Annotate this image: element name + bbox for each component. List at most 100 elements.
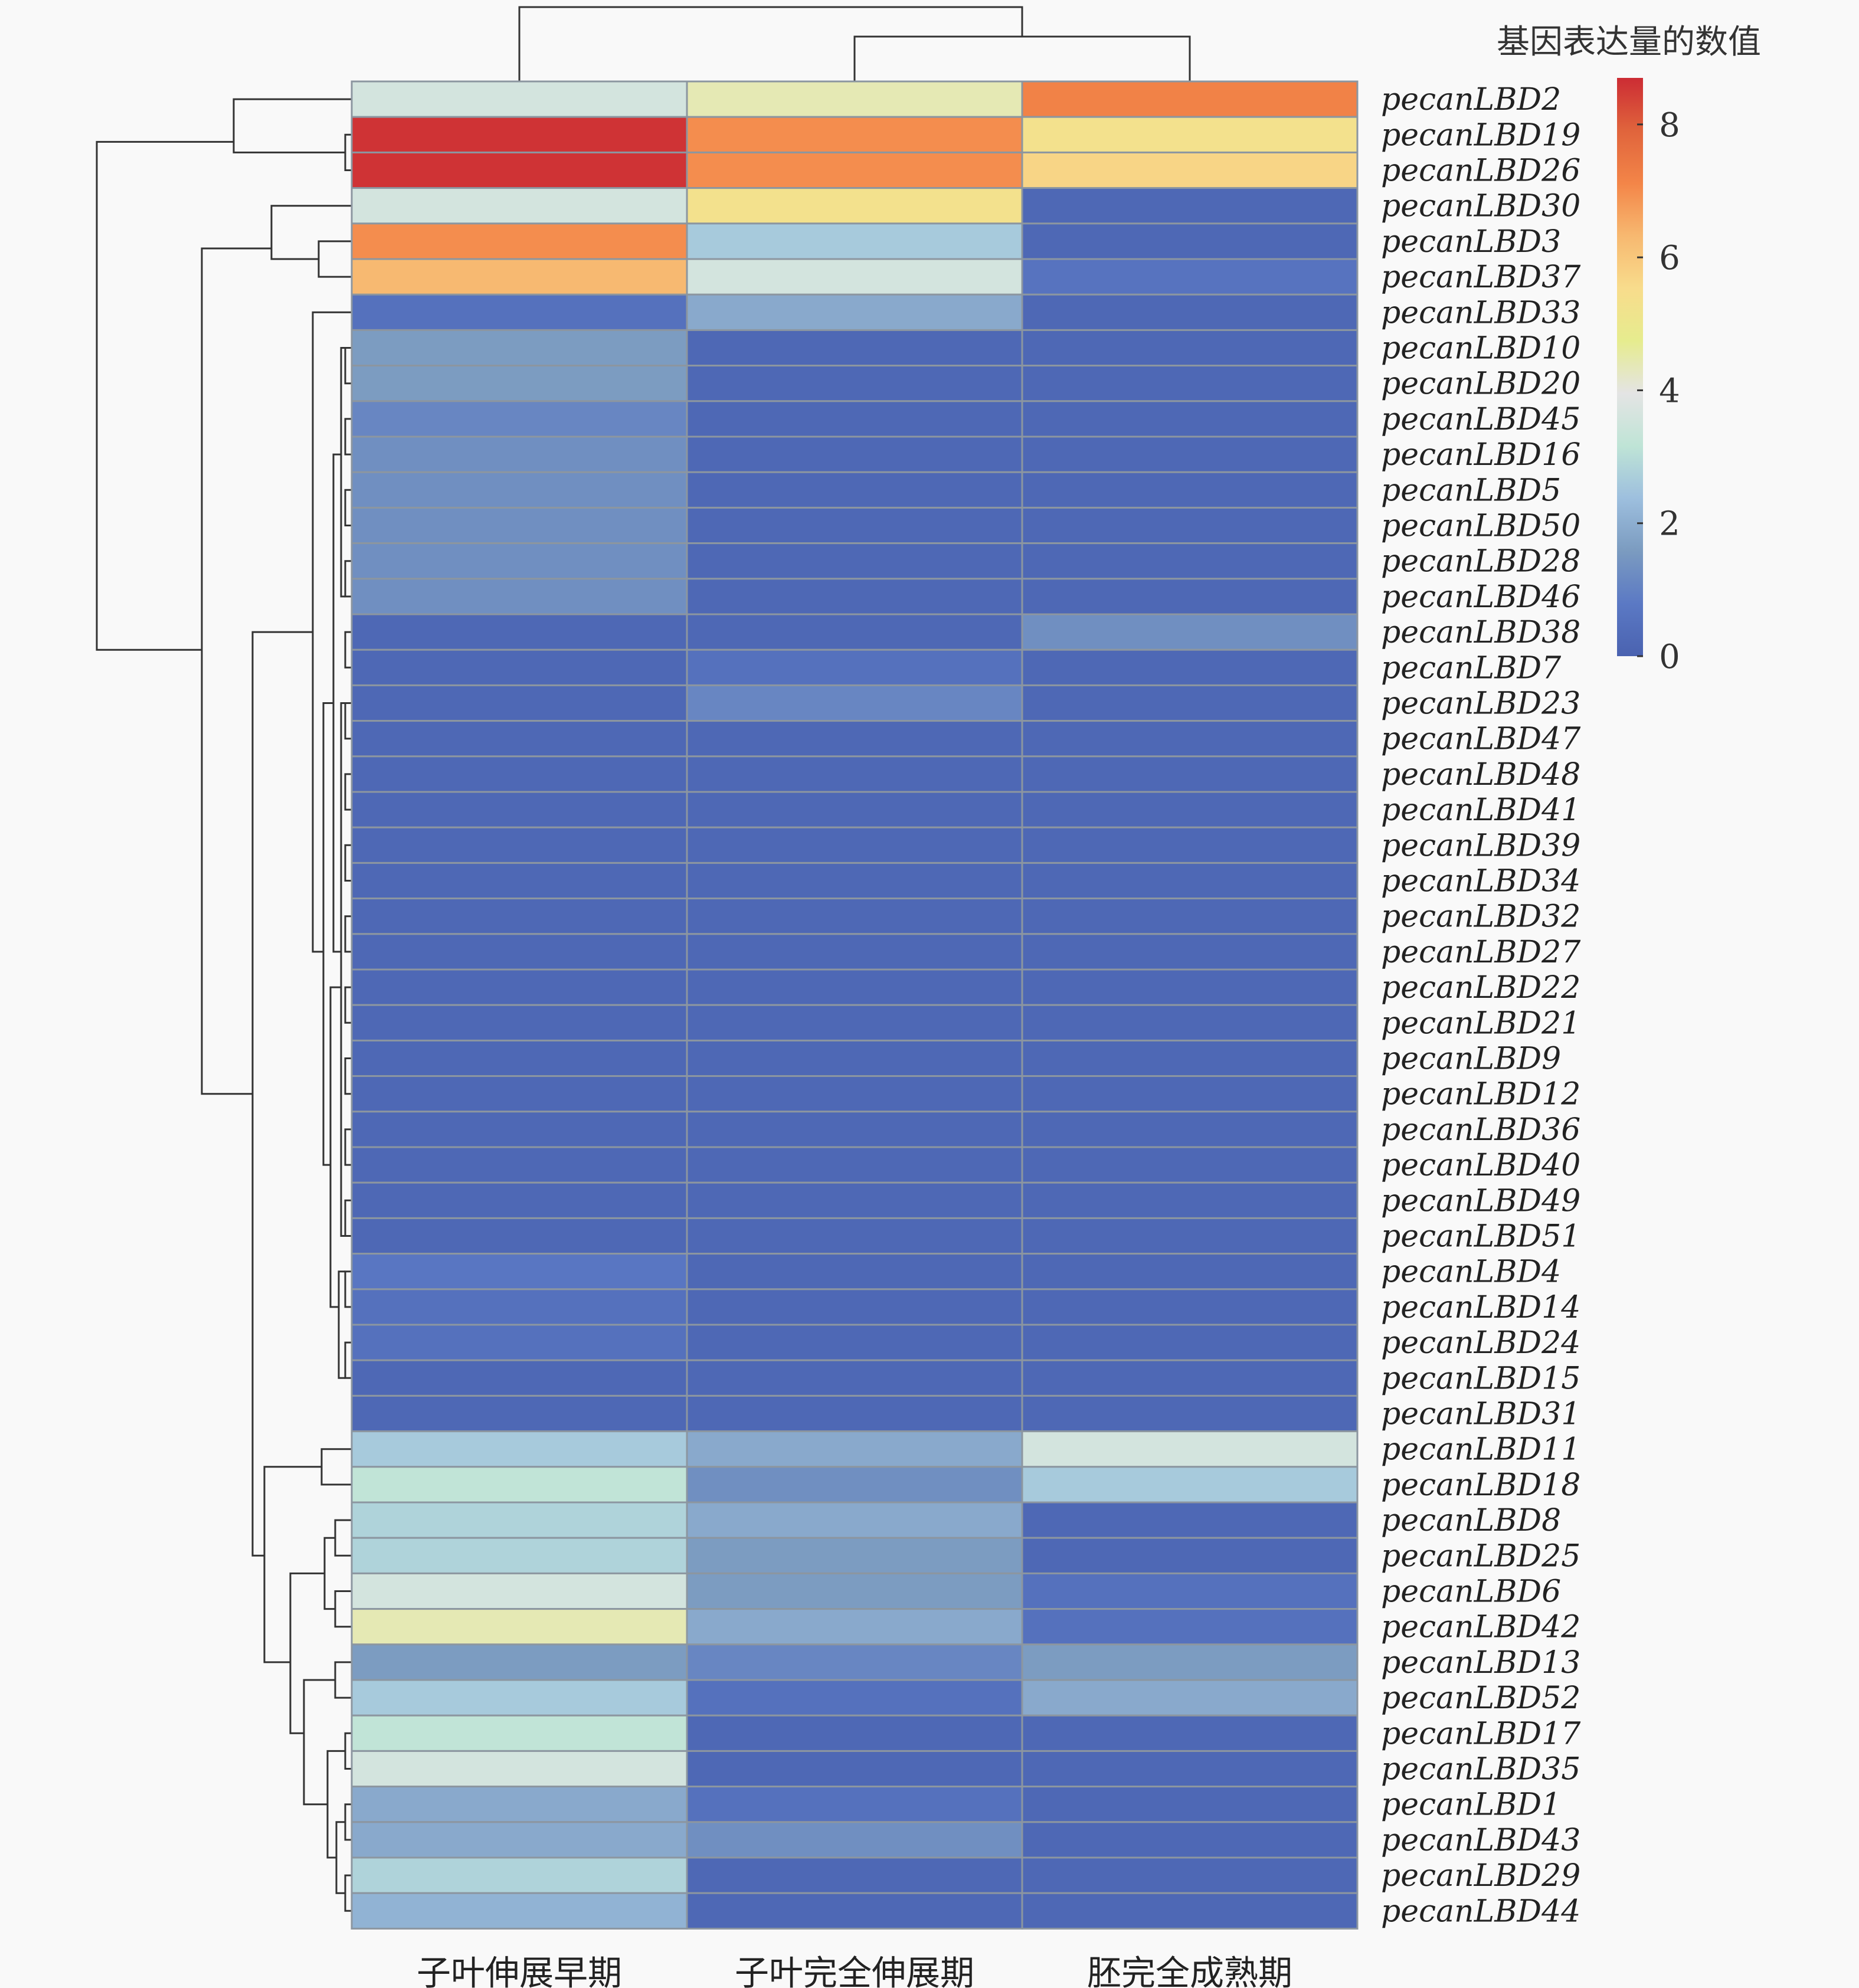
heatmap-cell: [1021, 1466, 1359, 1504]
heatmap-cell: [686, 898, 1023, 935]
heatmap-cell: [351, 116, 688, 153]
heatmap-cell: [1021, 968, 1359, 1006]
row-label: pecanLBD33: [1381, 295, 1580, 330]
heatmap-cell: [686, 1892, 1023, 1930]
row-dendrogram-branch: [344, 915, 352, 953]
heatmap-cell: [686, 80, 1023, 118]
row-dendrogram-branch: [344, 1732, 352, 1770]
heatmap-cell: [686, 1004, 1023, 1042]
heatmap-cell: [351, 1821, 688, 1859]
heatmap-cell: [1021, 187, 1359, 225]
row-dendrogram-branch: [318, 240, 352, 278]
row-dendrogram-branch: [340, 347, 345, 598]
heatmap-cell: [351, 1288, 688, 1326]
column-label: 子叶伸展早期: [417, 1953, 622, 1988]
column-labels: 子叶伸展早期 子叶完全伸展期 胚完全成熟期: [417, 1953, 1292, 1988]
heatmap-cell: [686, 400, 1023, 438]
heatmap-cell: [686, 1146, 1023, 1184]
row-label: pecanLBD17: [1381, 1716, 1581, 1751]
heatmap-cell: [686, 1537, 1023, 1574]
row-dendrogram-branch: [344, 347, 352, 385]
heatmap-cell: [1021, 1004, 1359, 1042]
heatmap-cell: [1021, 1537, 1359, 1574]
heatmap-cell: [686, 755, 1023, 793]
heatmap-cell: [1021, 1643, 1359, 1681]
heatmap-cell: [1021, 1714, 1359, 1752]
row-dendrogram-branch: [344, 1199, 352, 1237]
colorbar-tick-label: 6: [1659, 239, 1680, 277]
heatmap-cell: [1021, 293, 1359, 331]
heatmap-cell: [686, 293, 1023, 331]
row-dendrogram-branch: [344, 1057, 352, 1095]
row-dendrogram-branch: [320, 1448, 352, 1486]
row-label: pecanLBD45: [1381, 402, 1580, 437]
heatmap-cell: [351, 613, 688, 651]
heatmap-cell: [1021, 1679, 1359, 1717]
heatmap-cell: [1021, 506, 1359, 545]
heatmap-cell: [351, 862, 688, 900]
row-label: pecanLBD22: [1381, 970, 1580, 1006]
row-label: pecanLBD19: [1381, 117, 1580, 153]
heatmap-cell: [686, 1394, 1023, 1433]
row-label: pecanLBD34: [1381, 864, 1580, 899]
row-label: pecanLBD26: [1381, 153, 1580, 189]
heatmap-cell: [686, 968, 1023, 1006]
row-label: pecanLBD41: [1381, 792, 1580, 828]
heatmap-cell: [351, 329, 688, 367]
heatmap-cell: [351, 1146, 688, 1184]
row-label: pecanLBD37: [1381, 260, 1581, 295]
heatmap-cell: [1021, 1146, 1359, 1184]
row-label: pecanLBD36: [1381, 1112, 1580, 1148]
heatmap-cell: [1021, 578, 1359, 615]
heatmap-cell: [1021, 826, 1359, 864]
row-label: pecanLBD47: [1381, 722, 1581, 757]
row-dendrogram-branch: [233, 98, 352, 153]
heatmap-cell: [1021, 1856, 1359, 1894]
row-label: pecanLBD14: [1381, 1290, 1580, 1325]
row-label: pecanLBD32: [1381, 899, 1580, 935]
heatmap-cell: [1021, 933, 1359, 971]
row-dendrogram-branch: [332, 453, 341, 953]
row-label: pecanLBD9: [1381, 1042, 1561, 1077]
heatmap-cell: [1021, 471, 1359, 509]
heatmap-cell: [351, 1253, 688, 1291]
heatmap-cell: [351, 1430, 688, 1468]
row-label: pecanLBD5: [1381, 473, 1561, 508]
heatmap-cell: [686, 649, 1023, 686]
row-dendrogram-branch: [335, 1821, 345, 1894]
column-dendrogram-branch: [518, 6, 1023, 81]
heatmap-cell: [1021, 1324, 1359, 1361]
row-label: pecanLBD28: [1381, 544, 1580, 579]
heatmap-cell: [1021, 365, 1359, 402]
row-dendrogram-branch: [263, 1466, 322, 1663]
heatmap-cell: [686, 1466, 1023, 1504]
row-label: pecanLBD25: [1381, 1538, 1580, 1574]
heatmap-cell: [686, 720, 1023, 758]
heatmap-cell: [686, 365, 1023, 402]
heatmap-cell: [1021, 1608, 1359, 1646]
row-label: pecanLBD11: [1381, 1432, 1580, 1468]
heatmap-cell: [686, 1359, 1023, 1397]
heatmap-cell: [351, 506, 688, 545]
heatmap-cell: [686, 1111, 1023, 1148]
row-label: pecanLBD18: [1381, 1468, 1580, 1503]
heatmap-cell: [1021, 791, 1359, 828]
row-label: pecanLBD24: [1381, 1325, 1580, 1361]
heatmap-cell: [686, 222, 1023, 260]
heatmap-cell: [351, 649, 688, 686]
row-label: pecanLBD29: [1381, 1858, 1580, 1894]
heatmap-cell: [351, 968, 688, 1006]
heatmap-cell: [686, 1714, 1023, 1752]
row-label: pecanLBD2: [1381, 82, 1561, 117]
heatmap-cell: [686, 1750, 1023, 1788]
colorbar-tick-label: 0: [1659, 638, 1680, 676]
row-label: pecanLBD44: [1381, 1894, 1580, 1929]
heatmap-cell: [686, 1643, 1023, 1681]
column-dendrogram: [518, 6, 1191, 81]
column-label: 子叶完全伸展期: [735, 1953, 974, 1988]
heatmap-cells: [351, 80, 1359, 1930]
heatmap-cell: [1021, 613, 1359, 651]
row-label: pecanLBD51: [1381, 1219, 1580, 1255]
